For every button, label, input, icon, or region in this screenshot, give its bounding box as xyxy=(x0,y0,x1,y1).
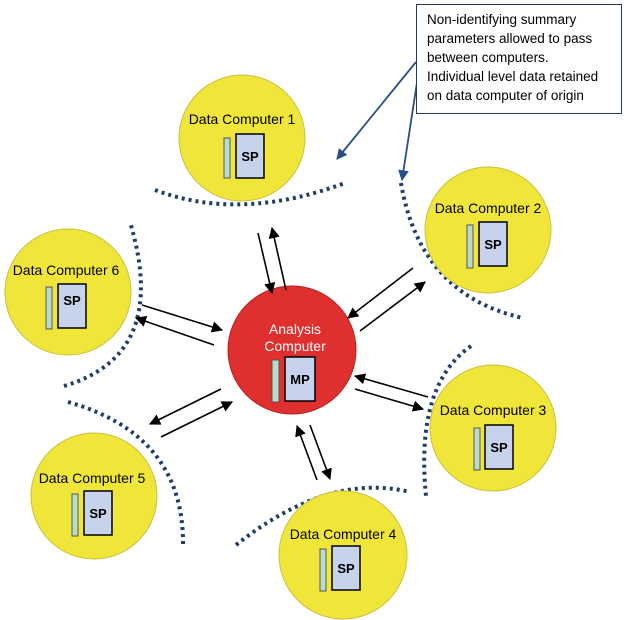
boundary-5 xyxy=(67,400,186,548)
document-icon xyxy=(478,221,508,267)
side-bar-icon xyxy=(223,137,231,179)
callout-pointer-1 xyxy=(336,61,417,160)
data-computer-2: Data Computer 2 SP xyxy=(424,166,552,294)
program-label: SP xyxy=(484,237,502,252)
side-bar-icon xyxy=(473,427,481,471)
boundary-6 xyxy=(63,221,143,388)
data-computer-2-label: Data Computer 2 xyxy=(435,200,542,216)
document-icon xyxy=(484,424,514,470)
exchange-arrows xyxy=(134,226,429,481)
boundary-3 xyxy=(422,344,473,497)
program-label: SP xyxy=(337,561,355,576)
arrow-center-to-2 xyxy=(359,281,426,332)
callout-line-5: on data computer of origin xyxy=(427,88,584,103)
document-icon xyxy=(83,490,113,536)
callout-line-2: parameters allowed to pass xyxy=(427,31,593,46)
document-icon xyxy=(284,356,316,402)
side-bar-icon xyxy=(271,359,280,403)
callout-box: Non-identifying summary parameters allow… xyxy=(416,4,622,114)
arrow-6-to-center xyxy=(141,304,224,333)
analysis-computer-title-2: Computer xyxy=(264,338,326,354)
program-label: SP xyxy=(241,149,259,164)
data-computer-6-label: Data Computer 6 xyxy=(13,262,120,278)
program-label: SP xyxy=(89,506,107,521)
arrow-5-to-center xyxy=(160,401,234,438)
data-computer-4: Data Computer 4 SP xyxy=(278,490,408,620)
analysis-computer-title: Analysis xyxy=(269,321,321,337)
side-bar-icon xyxy=(466,224,474,269)
arrow-center-to-5 xyxy=(148,388,222,425)
analysis-computer: Analysis Computer MP xyxy=(227,285,357,415)
data-computer-3-label: Data Computer 3 xyxy=(440,402,547,418)
boundary-1 xyxy=(154,181,346,207)
data-computer-1-label: Data Computer 1 xyxy=(189,111,296,127)
data-computer-5: Data Computer 5 SP xyxy=(30,432,158,560)
callout-line-4: Individual level data retained xyxy=(427,69,599,84)
side-bar-icon xyxy=(45,286,53,330)
boundary-4 xyxy=(234,485,411,547)
program-label: SP xyxy=(63,293,81,308)
document-icon xyxy=(57,283,87,329)
program-label: MP xyxy=(290,372,310,387)
arrow-1-to-center xyxy=(257,232,276,295)
arrow-4-to-center xyxy=(295,424,318,481)
arrow-center-to-4 xyxy=(309,424,332,481)
callout-line-3: between computers. xyxy=(427,50,549,65)
side-bar-icon xyxy=(71,493,79,537)
arrow-3-to-center xyxy=(353,373,429,398)
data-computer-6: Data Computer 6 SP xyxy=(4,228,132,356)
data-computer-5-label: Data Computer 5 xyxy=(39,470,146,486)
side-bar-icon xyxy=(319,548,327,592)
document-icon xyxy=(235,133,265,179)
data-computer-4-label: Data Computer 4 xyxy=(290,526,397,542)
arrow-center-to-1 xyxy=(268,226,287,291)
arrow-center-to-6 xyxy=(134,316,215,346)
arrow-2-to-center xyxy=(347,267,414,319)
document-icon xyxy=(331,545,361,591)
callout-line-1: Non-identifying summary xyxy=(427,12,577,27)
analysis-computer-circle xyxy=(227,285,357,415)
callout-pointers xyxy=(336,61,421,182)
data-computer-1: Data Computer 1 SP xyxy=(178,74,306,202)
program-label: SP xyxy=(490,440,508,455)
data-computer-3: Data Computer 3 SP xyxy=(429,364,557,492)
arrow-center-to-3 xyxy=(354,388,425,412)
